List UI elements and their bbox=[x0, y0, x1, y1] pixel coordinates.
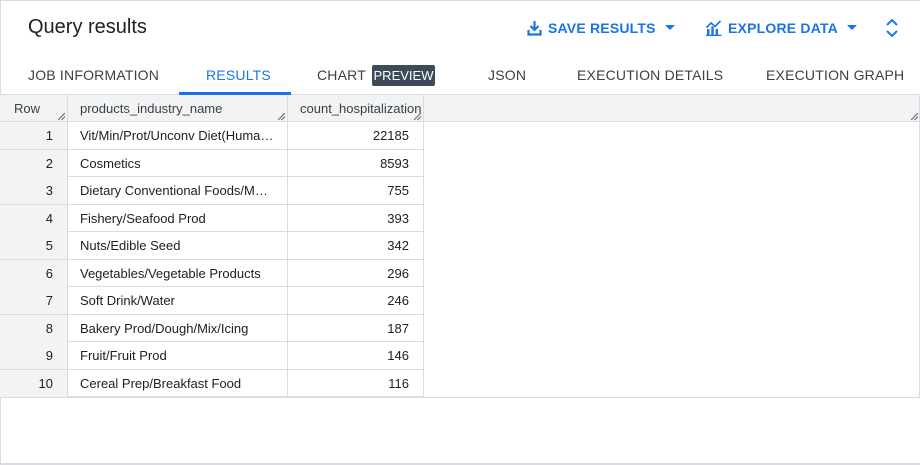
page-title: Query results bbox=[28, 16, 147, 38]
count-cell[interactable]: 8593 bbox=[288, 149, 424, 177]
count-cell[interactable]: 342 bbox=[288, 232, 424, 259]
industry-name-cell[interactable]: Fruit/Fruit Prod bbox=[68, 342, 288, 369]
count-cell[interactable]: 246 bbox=[288, 287, 424, 314]
column-header-label: count_hospitalization bbox=[300, 101, 422, 116]
table-row[interactable]: 8 Bakery Prod/Dough/Mix/Icing 187 bbox=[0, 314, 424, 342]
tab-execution-graph[interactable]: EXECUTION GRAPH bbox=[766, 67, 905, 83]
resize-handle-icon[interactable] bbox=[414, 113, 421, 120]
column-header-label: products_industry_name bbox=[80, 101, 223, 116]
row-number-cell: 1 bbox=[0, 122, 68, 149]
table-bottom-border bbox=[0, 397, 920, 398]
row-number-cell: 6 bbox=[0, 259, 68, 287]
column-header-count-hospitalization[interactable]: count_hospitalization bbox=[288, 95, 424, 122]
row-number-cell: 2 bbox=[0, 149, 68, 177]
explore-data-label: EXPLORE DATA bbox=[728, 20, 838, 36]
tab-execution-details[interactable]: EXECUTION DETAILS bbox=[577, 67, 724, 83]
save-results-label: SAVE RESULTS bbox=[548, 20, 656, 36]
row-number-cell: 10 bbox=[0, 369, 68, 397]
preview-badge: PREVIEW bbox=[372, 65, 435, 86]
table-row[interactable]: 9 Fruit/Fruit Prod 146 bbox=[0, 342, 424, 370]
industry-name-cell[interactable]: Nuts/Edible Seed bbox=[68, 232, 288, 259]
caret-down-icon bbox=[664, 25, 675, 31]
count-cell[interactable]: 187 bbox=[288, 314, 424, 342]
count-cell[interactable]: 296 bbox=[288, 259, 424, 287]
row-number-cell: 7 bbox=[0, 287, 68, 314]
caret-down-icon bbox=[847, 25, 857, 31]
save-results-button[interactable]: SAVE RESULTS bbox=[527, 17, 675, 39]
count-cell[interactable]: 146 bbox=[288, 342, 424, 369]
table-row[interactable]: 3 Dietary Conventional Foods/Meal Replac… bbox=[0, 177, 424, 205]
tab-chart[interactable]: CHART bbox=[317, 67, 366, 83]
results-header: Query results SAVE RESULTS EXPLORE DATA bbox=[0, 0, 920, 55]
industry-name-cell[interactable]: Bakery Prod/Dough/Mix/Icing bbox=[68, 314, 288, 342]
row-number-cell: 8 bbox=[0, 314, 68, 342]
table-row[interactable]: 2 Cosmetics 8593 bbox=[0, 149, 424, 177]
results-tabs: JOB INFORMATION RESULTS CHART PREVIEW JS… bbox=[0, 55, 920, 95]
download-icon bbox=[527, 20, 542, 36]
industry-name-cell[interactable]: Cereal Prep/Breakfast Food bbox=[68, 369, 288, 397]
count-cell[interactable]: 22185 bbox=[288, 122, 424, 149]
row-number-cell: 5 bbox=[0, 232, 68, 259]
chart-icon bbox=[705, 20, 722, 36]
industry-name-cell[interactable]: Dietary Conventional Foods/Meal Replacem… bbox=[68, 177, 288, 204]
count-cell[interactable]: 755 bbox=[288, 177, 424, 204]
industry-name-cell[interactable]: Fishery/Seafood Prod bbox=[68, 204, 288, 232]
table-row[interactable]: 7 Soft Drink/Water 246 bbox=[0, 287, 424, 315]
row-number-cell: 4 bbox=[0, 204, 68, 232]
table-row[interactable]: 6 Vegetables/Vegetable Products 296 bbox=[0, 259, 424, 287]
row-number-cell: 3 bbox=[0, 177, 68, 204]
industry-name-cell[interactable]: Vit/Min/Prot/Unconv Diet(Human/Animal) bbox=[68, 122, 288, 149]
tab-results[interactable]: RESULTS bbox=[206, 67, 271, 83]
column-header-products-industry-name[interactable]: products_industry_name bbox=[68, 95, 288, 122]
resize-handle-icon[interactable] bbox=[278, 113, 285, 120]
table-header-row: Row products_industry_name count_hospita… bbox=[0, 95, 920, 122]
explore-data-button[interactable]: EXPLORE DATA bbox=[705, 17, 857, 39]
table-row[interactable]: 5 Nuts/Edible Seed 342 bbox=[0, 232, 424, 260]
table-row[interactable]: 10 Cereal Prep/Breakfast Food 116 bbox=[0, 369, 424, 397]
table-row[interactable]: 4 Fishery/Seafood Prod 393 bbox=[0, 204, 424, 232]
tab-json[interactable]: JSON bbox=[488, 67, 527, 83]
column-header-empty bbox=[424, 95, 920, 122]
resize-handle-icon[interactable] bbox=[911, 113, 918, 120]
industry-name-cell[interactable]: Cosmetics bbox=[68, 149, 288, 177]
industry-name-cell[interactable]: Soft Drink/Water bbox=[68, 287, 288, 314]
unfold-icon[interactable] bbox=[884, 17, 900, 39]
count-cell[interactable]: 393 bbox=[288, 204, 424, 232]
tab-job-information[interactable]: JOB INFORMATION bbox=[28, 67, 160, 83]
resize-handle-icon[interactable] bbox=[58, 113, 65, 120]
row-number-cell: 9 bbox=[0, 342, 68, 369]
active-tab-indicator bbox=[179, 92, 291, 95]
table-row[interactable]: 1 Vit/Min/Prot/Unconv Diet(Human/Animal)… bbox=[0, 122, 424, 150]
column-header-row: Row bbox=[0, 95, 68, 122]
industry-name-cell[interactable]: Vegetables/Vegetable Products bbox=[68, 259, 288, 287]
column-header-label: Row bbox=[14, 101, 41, 116]
count-cell[interactable]: 116 bbox=[288, 369, 424, 397]
